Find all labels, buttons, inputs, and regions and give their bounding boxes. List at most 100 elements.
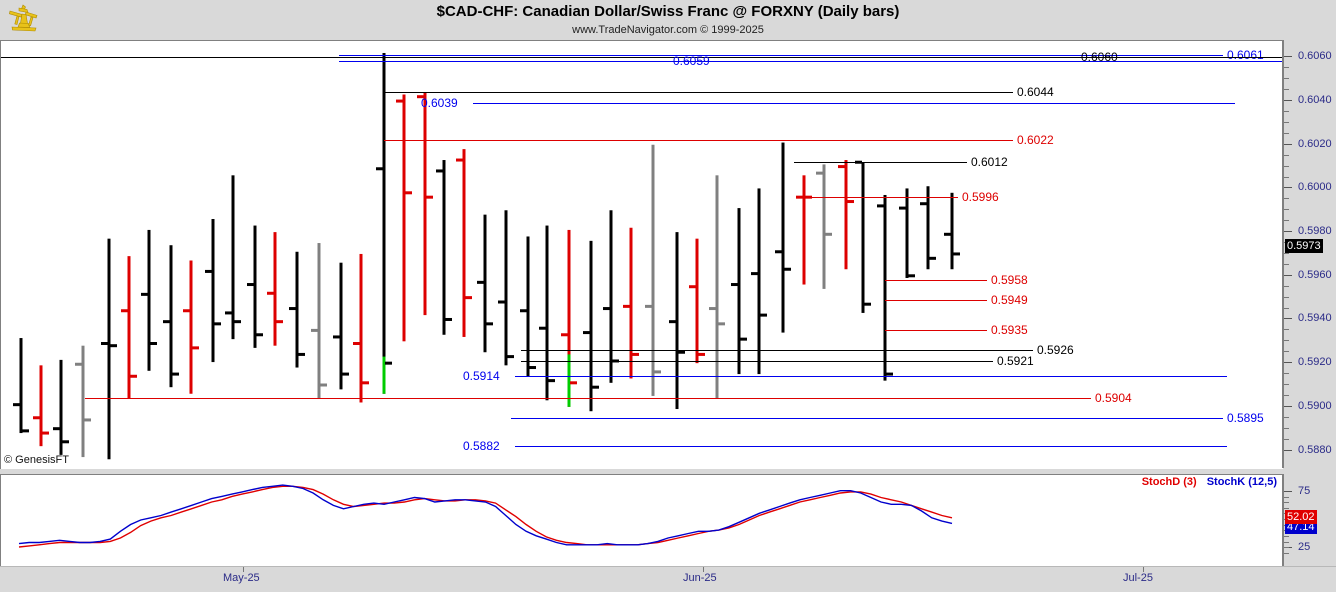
date-axis-label: May-25: [223, 572, 260, 584]
axis-tick: [1284, 274, 1292, 276]
price-axis-label: 0.5960: [1298, 268, 1332, 281]
price-axis-label: 0.6020: [1298, 137, 1332, 150]
axis-minor-tick: [1284, 67, 1289, 69]
level-label: 0.5935: [991, 323, 1028, 338]
level-label: 0.5895: [1227, 410, 1264, 425]
header-subtitle: www.TradeNavigator.com © 1999-2025: [572, 24, 764, 36]
level-line[interactable]: [521, 360, 993, 362]
axis-minor-tick: [1284, 384, 1289, 385]
level-label: 0.5904: [1095, 391, 1132, 406]
level-line[interactable]: [339, 60, 1283, 62]
axis-minor-tick: [1284, 252, 1289, 254]
axis-minor-tick: [1284, 209, 1289, 211]
level-label: 0.5958: [991, 273, 1028, 288]
date-axis[interactable]: May-25 Jun-25 Jul-25: [0, 566, 1336, 592]
axis-tick: [1284, 318, 1292, 320]
level-line[interactable]: [794, 162, 967, 164]
genesis-theodolite-logo-icon: [6, 2, 42, 36]
level-line[interactable]: [339, 55, 1223, 57]
genesis-watermark: © GenesisFT: [4, 454, 69, 466]
axis-minor-tick: [1284, 329, 1289, 331]
level-label: 0.6044: [1017, 85, 1054, 100]
price-axis-label: 0.5920: [1298, 356, 1332, 369]
price-axis-label: 0.5900: [1298, 399, 1332, 412]
axis-minor-tick: [1284, 535, 1289, 537]
date-axis-label: Jul-25: [1123, 572, 1153, 584]
stochastic-axis[interactable]: 75 25 47.14 52.02: [1282, 474, 1336, 566]
level-line[interactable]: [515, 446, 1227, 448]
level-line[interactable]: [885, 330, 987, 332]
axis-minor-tick: [1284, 220, 1289, 222]
level-label: 0.5882: [463, 439, 500, 454]
axis-minor-tick: [1284, 296, 1289, 298]
axis-minor-tick: [1284, 427, 1289, 429]
level-line[interactable]: [796, 197, 958, 199]
price-axis[interactable]: 0.6060 0.6040 0.6020 0.6000 0.5980 0.5960 0.59…: [1282, 40, 1336, 468]
level-line[interactable]: [85, 398, 1091, 400]
stochk-legend-label: StochK (12,5): [1206, 476, 1277, 488]
level-label: 0.6012: [971, 155, 1008, 170]
axis-minor-tick: [1284, 78, 1289, 80]
level-line[interactable]: [1, 57, 1283, 59]
axis-minor-tick: [1284, 507, 1289, 509]
axis-minor-tick: [1284, 263, 1289, 265]
level-label: 0.6022: [1017, 133, 1054, 148]
level-label: 0.6060: [1081, 50, 1118, 65]
level-label: 0.6061: [1227, 48, 1264, 63]
level-line[interactable]: [473, 103, 1235, 105]
axis-tick: [1284, 490, 1292, 492]
axis-minor-tick: [1284, 340, 1289, 342]
level-line[interactable]: [384, 92, 1013, 94]
axis-minor-tick: [1284, 351, 1289, 353]
axis-minor-tick: [1284, 373, 1289, 375]
level-line[interactable]: [885, 280, 987, 282]
axis-minor-tick: [1284, 176, 1289, 178]
stochastic-canvas: [18, 484, 953, 548]
axis-minor-tick: [1284, 416, 1289, 418]
axis-minor-tick: [1284, 154, 1289, 156]
price-axis-label: 0.5940: [1298, 312, 1332, 325]
level-label: 0.5921: [997, 353, 1034, 368]
axis-minor-tick: [1284, 496, 1289, 498]
current-price-box: 0.5973: [1285, 239, 1323, 254]
axis-minor-tick: [1284, 121, 1289, 123]
axis-minor-tick: [1284, 502, 1289, 504]
date-axis-label: Jun-25: [683, 572, 717, 584]
axis-minor-tick: [1284, 132, 1289, 134]
price-axis-label: 0.6060: [1298, 50, 1332, 63]
price-chart-pane[interactable]: 0.6061 0.6060 0.6059 0.6044 0.6039 0.6022 0.60…: [0, 40, 1283, 469]
axis-minor-tick: [1284, 307, 1289, 309]
axis-minor-tick: [1284, 165, 1289, 167]
stochastic-pane[interactable]: StochD (3) StochK (12,5): [0, 474, 1283, 568]
stochd-legend-label: StochD (3): [1141, 476, 1197, 488]
level-line[interactable]: [515, 376, 1227, 378]
level-label: 0.6039: [421, 96, 458, 111]
axis-minor-tick: [1284, 198, 1289, 200]
price-axis-label: 0.5980: [1298, 225, 1332, 238]
level-line[interactable]: [384, 140, 1013, 142]
date-tick: [243, 567, 244, 572]
page-title: $CAD-CHF: Canadian Dollar/Swiss Franc @ …: [436, 3, 900, 20]
axis-minor-tick: [1284, 110, 1289, 112]
level-label: 0.5926: [1037, 343, 1074, 358]
price-axis-label: 0.5880: [1298, 443, 1332, 456]
level-label: 0.5914: [463, 369, 500, 384]
stoch-axis-label: 25: [1298, 541, 1311, 554]
chart-header: $CAD-CHF: Canadian Dollar/Swiss Franc @ …: [0, 0, 1336, 40]
axis-minor-tick: [1284, 438, 1289, 440]
axis-tick: [1284, 405, 1292, 407]
axis-tick: [1284, 187, 1292, 189]
axis-tick: [1284, 56, 1292, 58]
date-tick: [1143, 567, 1144, 572]
axis-minor-tick: [1284, 285, 1289, 287]
axis-minor-tick: [1284, 552, 1289, 554]
stochastic-legend: StochD (3) StochK (12,5): [1142, 476, 1277, 488]
date-tick: [703, 567, 704, 572]
level-line[interactable]: [885, 299, 987, 301]
level-line[interactable]: [521, 350, 1033, 352]
price-axis-label: 0.6000: [1298, 181, 1332, 194]
price-bars-canvas: [13, 53, 960, 460]
level-line[interactable]: [511, 417, 1223, 419]
axis-tick: [1284, 449, 1292, 451]
